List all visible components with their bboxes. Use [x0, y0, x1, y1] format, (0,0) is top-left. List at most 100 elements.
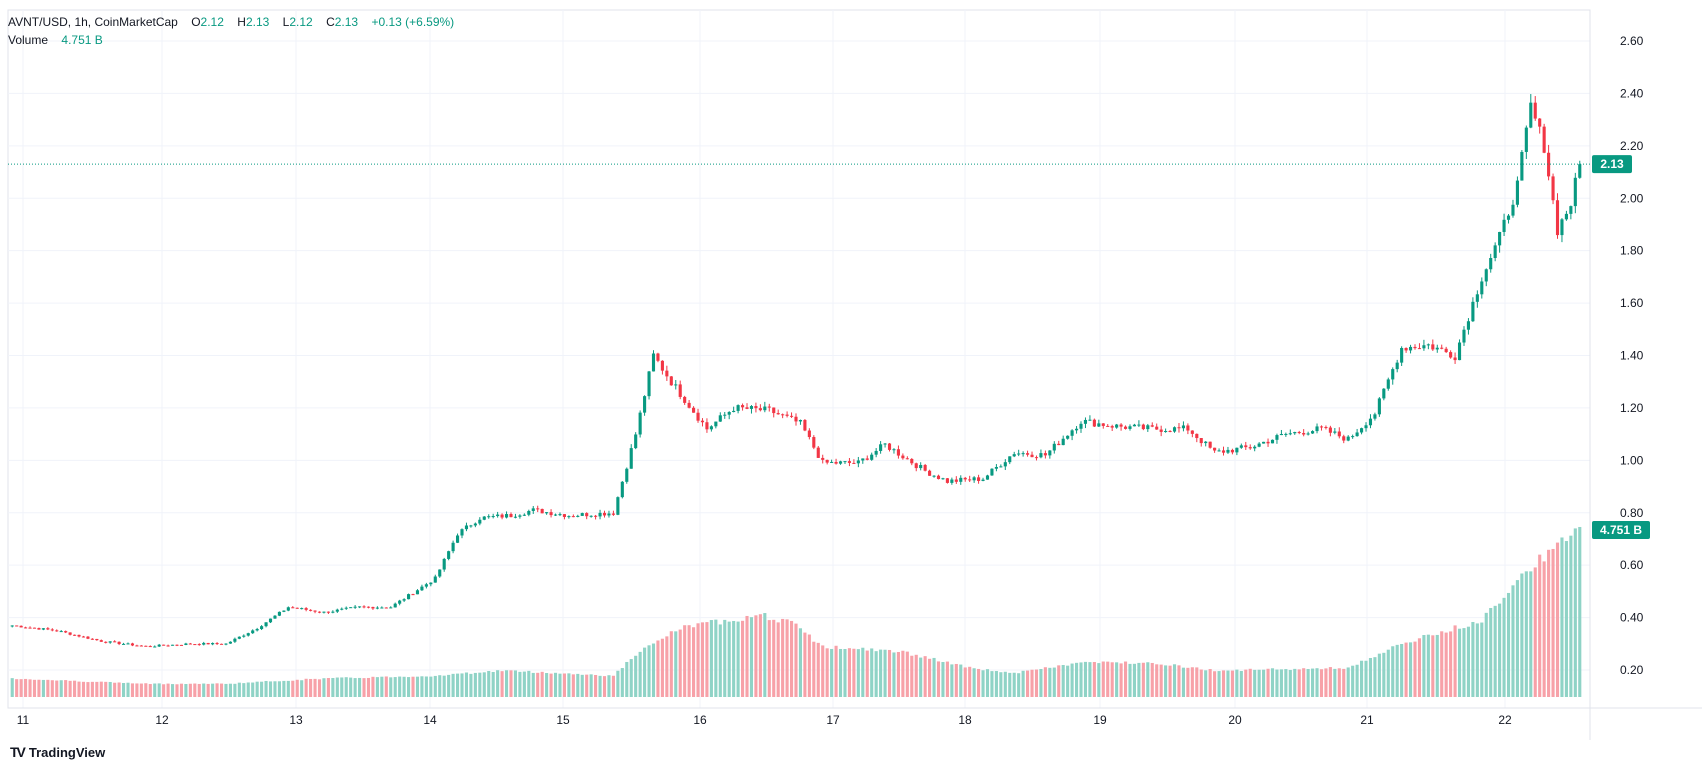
- candle-body: [455, 535, 460, 543]
- volume-bar: [736, 621, 740, 697]
- candle-body: [1422, 345, 1426, 349]
- candle-body: [647, 371, 651, 397]
- volume-bar: [1555, 542, 1560, 697]
- candle-body: [807, 430, 811, 438]
- volume-bar: [674, 631, 678, 697]
- volume-bar: [830, 648, 834, 697]
- volume-bar: [834, 645, 838, 697]
- volume-bar: [789, 620, 794, 697]
- candle-body: [211, 643, 215, 645]
- candle-body: [1199, 438, 1203, 444]
- candle-body: [758, 408, 762, 411]
- candle-body: [366, 606, 371, 608]
- candle-body: [268, 618, 273, 623]
- candle-body: [1573, 177, 1577, 207]
- volume-bar: [224, 683, 228, 697]
- volume-bar: [1070, 663, 1074, 697]
- volume-bar: [919, 657, 923, 697]
- volume-bar: [1351, 665, 1355, 697]
- candle-body: [638, 412, 642, 435]
- candle-body: [77, 634, 81, 637]
- volume-bar: [1030, 669, 1034, 697]
- volume-bar: [1489, 607, 1493, 697]
- volume-bar: [344, 677, 348, 697]
- candle-body: [202, 642, 206, 645]
- candle-body: [1306, 433, 1310, 435]
- candle-body: [317, 611, 322, 613]
- candle-body: [1008, 456, 1012, 463]
- volume-bar: [879, 649, 883, 697]
- candle-body: [1172, 427, 1177, 432]
- candle-body: [536, 508, 540, 510]
- volume-bar: [1279, 669, 1283, 697]
- candle-body: [874, 450, 878, 455]
- volume-bar: [1533, 567, 1537, 697]
- volume-bar: [37, 679, 41, 697]
- volume-bar: [692, 627, 696, 697]
- volume-badge: [1592, 521, 1650, 539]
- volume-bar: [15, 679, 19, 697]
- candle-body: [153, 646, 157, 648]
- volume-bar: [1195, 667, 1199, 697]
- volume-bar: [144, 683, 148, 697]
- candle-body: [1337, 431, 1341, 437]
- volume-bar: [914, 654, 918, 697]
- candle-body: [607, 513, 611, 516]
- candle-body: [1262, 441, 1266, 444]
- volume-bar: [1186, 667, 1190, 697]
- volume-bar: [1547, 549, 1551, 697]
- volume-bar: [683, 625, 687, 697]
- volume-bar: [972, 668, 976, 697]
- volume-bar: [776, 622, 780, 697]
- volume-label: Volume: [8, 33, 49, 47]
- volume-bar: [148, 684, 152, 697]
- candle-body: [469, 525, 473, 527]
- volume-bar: [335, 677, 339, 697]
- candle-body: [55, 630, 59, 632]
- volume-bar: [1164, 665, 1168, 697]
- candle-body: [1466, 321, 1471, 330]
- open-value: 2.12: [200, 15, 224, 29]
- volume-bar: [282, 680, 286, 697]
- volume-bar: [215, 683, 219, 697]
- volume-bar: [358, 677, 362, 697]
- candle-body: [491, 516, 495, 518]
- volume-badge-text: 4.751 B: [1600, 523, 1642, 537]
- candle-body: [1355, 432, 1359, 437]
- volume-bar: [326, 678, 330, 697]
- candle-body: [1346, 436, 1350, 441]
- candle-body: [246, 633, 250, 636]
- volume-bar: [242, 683, 246, 697]
- volume-bar: [598, 675, 602, 697]
- volume-bar: [1026, 670, 1030, 697]
- volume-bar: [166, 683, 170, 697]
- volume-bar: [1132, 663, 1137, 697]
- volume-bar: [1315, 668, 1319, 697]
- candle-body: [393, 603, 397, 608]
- candle-body: [1284, 433, 1288, 435]
- volume-bar: [157, 683, 161, 697]
- candle-body: [362, 606, 366, 608]
- candle-body: [643, 396, 647, 413]
- volume-bar: [1235, 669, 1239, 697]
- candle-body: [144, 645, 148, 647]
- volume-bar: [41, 679, 45, 697]
- volume-bar: [277, 681, 281, 697]
- volume-bar: [1444, 632, 1448, 697]
- volume-bar: [852, 648, 856, 697]
- volume-bar: [985, 669, 990, 697]
- candle-body: [335, 609, 339, 612]
- candle-body: [870, 454, 874, 460]
- tradingview-logo[interactable]: TV TradingView: [10, 744, 105, 760]
- volume-value: 4.751 B: [61, 33, 103, 47]
- volume-bar: [567, 673, 571, 697]
- volume-bar: [1564, 541, 1568, 697]
- volume-bar: [981, 670, 985, 697]
- volume-bar: [1542, 561, 1546, 697]
- candle-body: [865, 458, 869, 460]
- candle-body: [1435, 347, 1439, 350]
- volume-bar: [910, 655, 914, 697]
- volume-bar: [1097, 663, 1101, 697]
- candle-body: [1471, 301, 1475, 322]
